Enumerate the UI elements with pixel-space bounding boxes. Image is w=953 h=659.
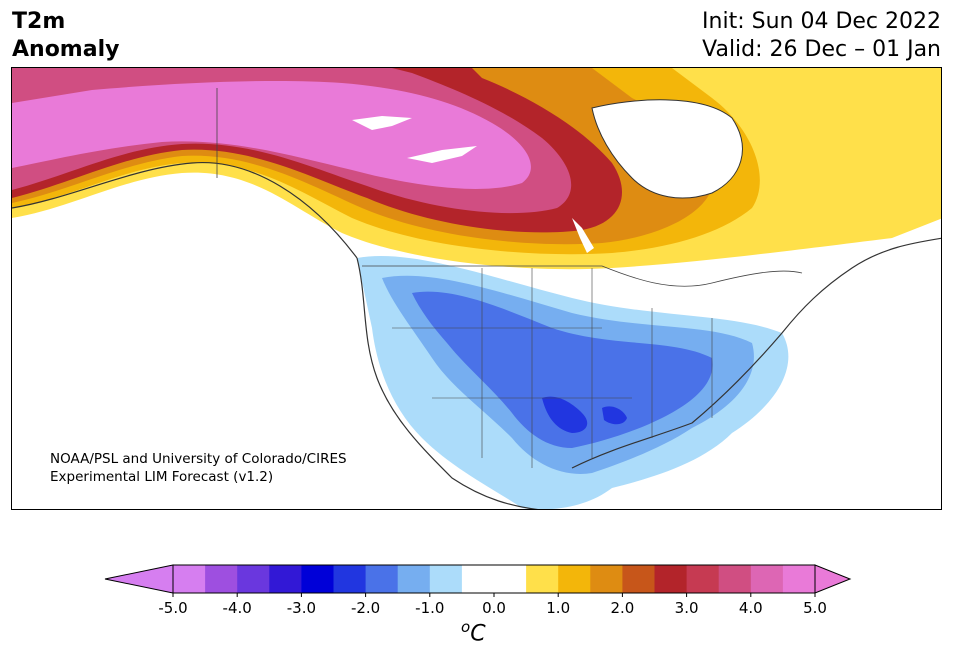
colorbar-swatch bbox=[269, 565, 302, 593]
cold-anomaly-strong bbox=[412, 291, 713, 448]
unit-letter: C bbox=[470, 621, 486, 647]
coastline-west bbox=[356, 257, 539, 509]
hudson-outline bbox=[591, 99, 743, 199]
map-graphic bbox=[12, 68, 941, 509]
colorbar: -5.0 -4.0 -3.0 -2.0 -1.0 0.0 1.0 2.0 3.0 4.0 5.0 bbox=[104, 564, 852, 617]
credit-line-2: Experimental LIM Forecast (v1.2) bbox=[50, 469, 274, 485]
unit-prefix: o bbox=[461, 618, 471, 636]
colorbar-tick-label: -3.0 bbox=[287, 599, 316, 617]
colorbar-swatch bbox=[494, 565, 527, 593]
colorbar-tick-label: 4.0 bbox=[739, 599, 763, 617]
colorbar-tick-label: -5.0 bbox=[158, 599, 187, 617]
colorbar-swatch bbox=[429, 565, 463, 593]
canada-us-border bbox=[362, 265, 803, 287]
colorbar-swatch bbox=[750, 565, 784, 593]
colorbar-tick-label: -4.0 bbox=[223, 599, 252, 617]
colorbar-tick-label: 2.0 bbox=[610, 599, 634, 617]
colorbar-swatch bbox=[622, 565, 655, 593]
colorbar-swatch bbox=[365, 565, 399, 593]
great-bear-lake bbox=[352, 116, 412, 130]
valid-dates: Valid: 26 Dec – 01 Jan bbox=[702, 37, 941, 62]
init-date: Init: Sun 04 Dec 2022 bbox=[702, 9, 941, 34]
colorbar-swatch bbox=[205, 565, 238, 593]
credit-text: NOAA/PSL and University of Colorado/CIRE… bbox=[50, 450, 347, 486]
hudson-bay bbox=[592, 99, 743, 198]
colorbar-tick-label: 1.0 bbox=[546, 599, 570, 617]
colorbar-swatch bbox=[686, 565, 720, 593]
colorbar-swatches bbox=[104, 564, 852, 594]
colorbar-swatch bbox=[526, 565, 559, 593]
credit-line-1: NOAA/PSL and University of Colorado/CIRE… bbox=[50, 451, 347, 467]
cold-anomaly-core-2 bbox=[602, 406, 627, 425]
colorbar-ticks: -5.0 -4.0 -3.0 -2.0 -1.0 0.0 1.0 2.0 3.0 4.0 5.0 bbox=[158, 593, 827, 617]
colorbar-swatch bbox=[301, 565, 334, 593]
colorbar-swatch bbox=[237, 565, 270, 593]
colorbar-over-arrow bbox=[814, 564, 852, 594]
pacific-ocean bbox=[12, 202, 341, 509]
colorbar-swatch bbox=[173, 565, 206, 593]
colorbar-under-arrow bbox=[104, 564, 174, 594]
colorbar-swatch bbox=[590, 565, 623, 593]
colorbar-tick-label: 0.0 bbox=[482, 599, 506, 617]
map-title: T2m Anomaly bbox=[12, 8, 119, 64]
colorbar-tick-label: -1.0 bbox=[415, 599, 444, 617]
colorbar-swatch bbox=[397, 565, 431, 593]
anomaly-map: NOAA/PSL and University of Colorado/CIRE… bbox=[11, 67, 942, 510]
great-slave-lake bbox=[407, 146, 477, 163]
lake-winnipeg bbox=[572, 218, 594, 253]
colorbar-swatch bbox=[718, 565, 752, 593]
state-lines bbox=[392, 268, 713, 468]
colorbar-tick-label: -2.0 bbox=[351, 599, 380, 617]
cold-anomaly-core bbox=[542, 396, 588, 433]
atlantic-ocean bbox=[713, 248, 941, 509]
title-line-2: Anomaly bbox=[12, 37, 120, 62]
colorbar-swatch bbox=[558, 565, 591, 593]
colorbar-tick-label: 3.0 bbox=[675, 599, 699, 617]
colorbar-swatch bbox=[782, 565, 816, 593]
colorbar-swatch bbox=[461, 565, 495, 593]
warm-anomaly-magenta bbox=[12, 80, 531, 189]
forecast-dates: Init: Sun 04 Dec 2022 Valid: 26 Dec – 01… bbox=[702, 8, 941, 64]
colorbar-swatch bbox=[333, 565, 367, 593]
title-line-1: T2m bbox=[12, 9, 66, 34]
coastline-north bbox=[12, 161, 358, 259]
colorbar-tick-label: 5.0 bbox=[803, 599, 827, 617]
colorbar-unit: oC bbox=[461, 618, 486, 646]
colorbar-swatch bbox=[654, 565, 688, 593]
coastline-east bbox=[571, 237, 941, 469]
